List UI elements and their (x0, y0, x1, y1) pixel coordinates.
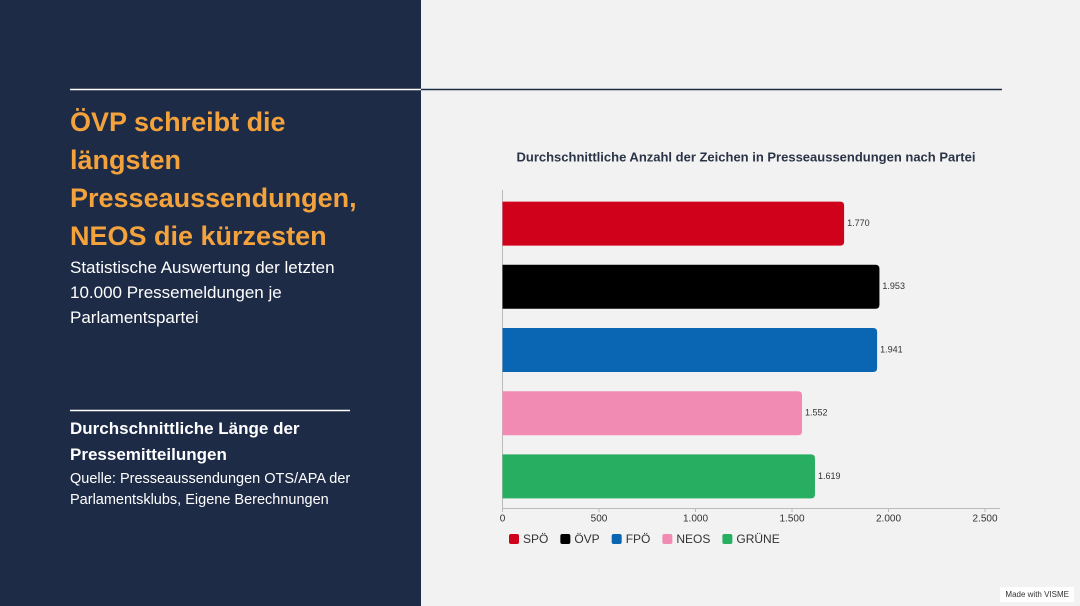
legend-label: ÖVP (574, 532, 599, 546)
left-panel (0, 0, 421, 606)
x-tick-label: 2.500 (972, 514, 997, 525)
bar (502, 328, 878, 372)
x-tick-label: 2.000 (876, 514, 901, 525)
bar (502, 264, 880, 309)
x-tick-label: 1.500 (779, 514, 804, 525)
chart-title: Durchschnittliche Anzahl der Zeichen in … (517, 149, 976, 164)
bar (502, 454, 815, 499)
x-tick-label: 0 (500, 514, 506, 525)
bar (502, 391, 803, 436)
legend-label: GRÜNE (736, 532, 779, 546)
x-tick-label: 1.000 (683, 514, 708, 525)
legend-label: NEOS (676, 532, 710, 546)
legend-swatch (560, 534, 571, 544)
slide-title: ÖVP schreibt die längsten Presseaussendu… (70, 107, 357, 251)
bar (502, 201, 845, 246)
value-label: 1.619 (818, 471, 841, 481)
value-label: 1.552 (805, 408, 828, 418)
legend-swatch (662, 534, 673, 544)
value-label: 1.953 (882, 281, 905, 291)
legend-label: SPÖ (523, 532, 548, 546)
value-label: 1.941 (880, 344, 903, 354)
value-label: 1.770 (847, 218, 870, 228)
legend-label: FPÖ (626, 532, 651, 546)
source-note: Quelle: Presseaussendungen OTS/APA der P… (70, 471, 351, 508)
legend-swatch (509, 534, 519, 544)
x-tick-label: 500 (591, 514, 608, 525)
section-heading: Durchschnittliche Länge der Pressemittei… (70, 419, 300, 464)
footer-badge[interactable]: Made with VISME (1000, 587, 1074, 602)
legend-swatch (611, 534, 622, 544)
legend-swatch (722, 534, 733, 544)
slide-subtitle: Statistische Auswertung der letzten 10.0… (70, 258, 335, 327)
